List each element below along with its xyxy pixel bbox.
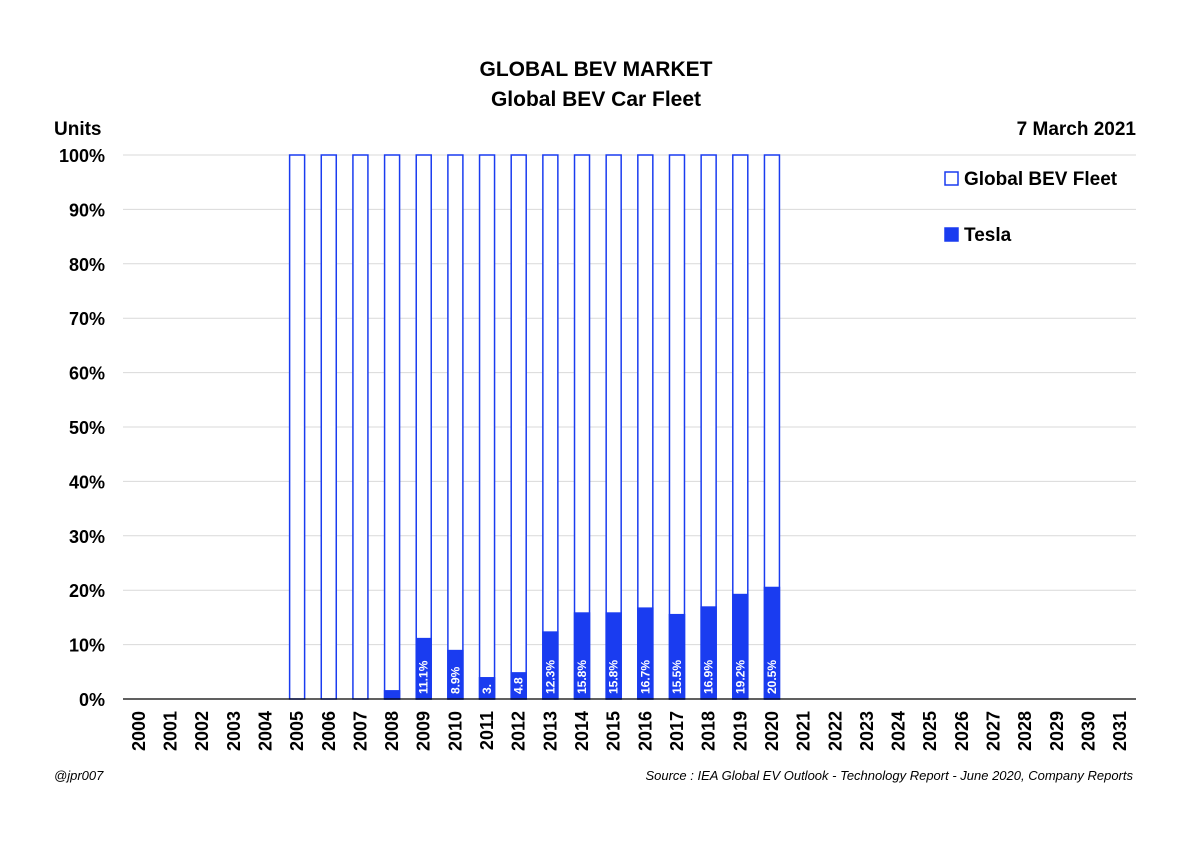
x-tick-label: 2020 (762, 711, 782, 751)
chart-title: GLOBAL BEV MARKET (480, 58, 713, 81)
fleet-bar (352, 154, 369, 700)
fleet-bar (383, 154, 401, 700)
fleet-bar (320, 154, 338, 700)
x-tick-label: 2016 (635, 711, 655, 751)
tesla-data-label: 15.8% (575, 660, 589, 694)
y-tick-label: 10% (69, 636, 105, 656)
x-tick-label: 2021 (794, 711, 814, 751)
legend-label-fleet: Global BEV Fleet (964, 169, 1118, 190)
x-tick-label: 2025 (920, 711, 940, 751)
x-tick-label: 2023 (857, 711, 877, 751)
x-tick-label: 2008 (382, 711, 402, 751)
x-tick-label: 2004 (255, 711, 275, 751)
fleet-bar (510, 154, 527, 700)
x-tick-label: 2002 (192, 711, 212, 751)
tesla-data-label: 19.2% (733, 660, 747, 694)
y-tick-label: 60% (69, 364, 105, 384)
x-tick-label: 2009 (414, 711, 434, 751)
date-label: 7 March 2021 (1017, 119, 1137, 140)
y-tick-label: 80% (69, 255, 105, 275)
tesla-bar (383, 690, 401, 700)
tesla-data-label: 20.5% (765, 660, 779, 694)
x-tick-label: 2028 (1015, 711, 1035, 751)
legend-swatch-fleet (944, 171, 959, 186)
x-tick-label: 2010 (445, 711, 465, 751)
source-label: Source : IEA Global EV Outlook - Technol… (645, 768, 1133, 783)
y-tick-label: 30% (69, 527, 105, 547)
tesla-data-label: 16.9% (702, 660, 716, 694)
x-tick-label: 2011 (477, 711, 497, 750)
x-tick-label: 2029 (1047, 711, 1067, 751)
y-tick-label: 90% (69, 200, 105, 220)
x-tick-label: 2022 (825, 711, 845, 751)
fleet-bar (288, 154, 306, 700)
x-tick-label: 2027 (984, 711, 1004, 751)
y-tick-labels: 0% 10% 20% 30% 40% 50% 60% 70% 80% 90% 100% (59, 146, 105, 710)
tesla-data-label: 4.8 (512, 677, 526, 694)
y-tick-label: 50% (69, 418, 105, 438)
x-tick-label: 2006 (319, 711, 339, 751)
x-tick-label: 2013 (540, 711, 560, 751)
chart-subtitle: Global BEV Car Fleet (491, 88, 701, 111)
tesla-data-label: 12.3% (543, 660, 557, 694)
x-tick-label: 2024 (889, 711, 909, 751)
x-tick-label: 2007 (350, 711, 370, 751)
x-tick-label: 2018 (699, 711, 719, 751)
tesla-data-label: 8.9% (448, 666, 462, 694)
tesla-data-label: 15.5% (670, 660, 684, 694)
x-tick-label: 2000 (129, 711, 149, 751)
fleet-bar (447, 154, 464, 700)
y-tick-label: 40% (69, 472, 105, 492)
tesla-data-label: 16.7% (638, 660, 652, 694)
y-tick-label: 20% (69, 581, 105, 601)
x-tick-label: 2031 (1110, 711, 1130, 751)
tesla-data-label: 11.1% (417, 660, 431, 694)
x-tick-label: 2015 (604, 711, 624, 751)
y-tick-label: 70% (69, 309, 105, 329)
y-tick-label: 100% (59, 146, 105, 166)
x-tick-label: 2030 (1079, 711, 1099, 751)
x-tick-label: 2026 (952, 711, 972, 751)
tesla-data-label: 3. (480, 684, 494, 694)
x-tick-labels: 2000 2001 2002 2003 2004 2005 2006 2007 2008 2009… (129, 711, 1130, 751)
y-tick-label: 0% (79, 690, 105, 710)
x-tick-label: 2017 (667, 711, 687, 751)
x-tick-label: 2003 (224, 711, 244, 751)
fleet-bar (478, 154, 496, 700)
bars: 11.1% 8.9% 3. 4.8 12.3% 15.8% 15.8% 16.7% 15.5% 1… (288, 154, 781, 700)
fleet-bar (415, 154, 432, 700)
y-axis-label: Units (54, 119, 102, 140)
legend: Global BEV Fleet Tesla (944, 169, 1118, 246)
x-tick-label: 2005 (287, 711, 307, 751)
author-label: @jpr007 (54, 768, 104, 783)
legend-label-tesla: Tesla (964, 225, 1012, 246)
x-tick-label: 2014 (572, 711, 592, 751)
tesla-data-label: 15.8% (607, 660, 621, 694)
x-tick-label: 2019 (730, 711, 750, 751)
x-tick-label: 2012 (509, 711, 529, 751)
fleet-bar (542, 154, 559, 700)
legend-swatch-tesla (944, 227, 959, 242)
x-tick-label: 2001 (160, 711, 180, 751)
